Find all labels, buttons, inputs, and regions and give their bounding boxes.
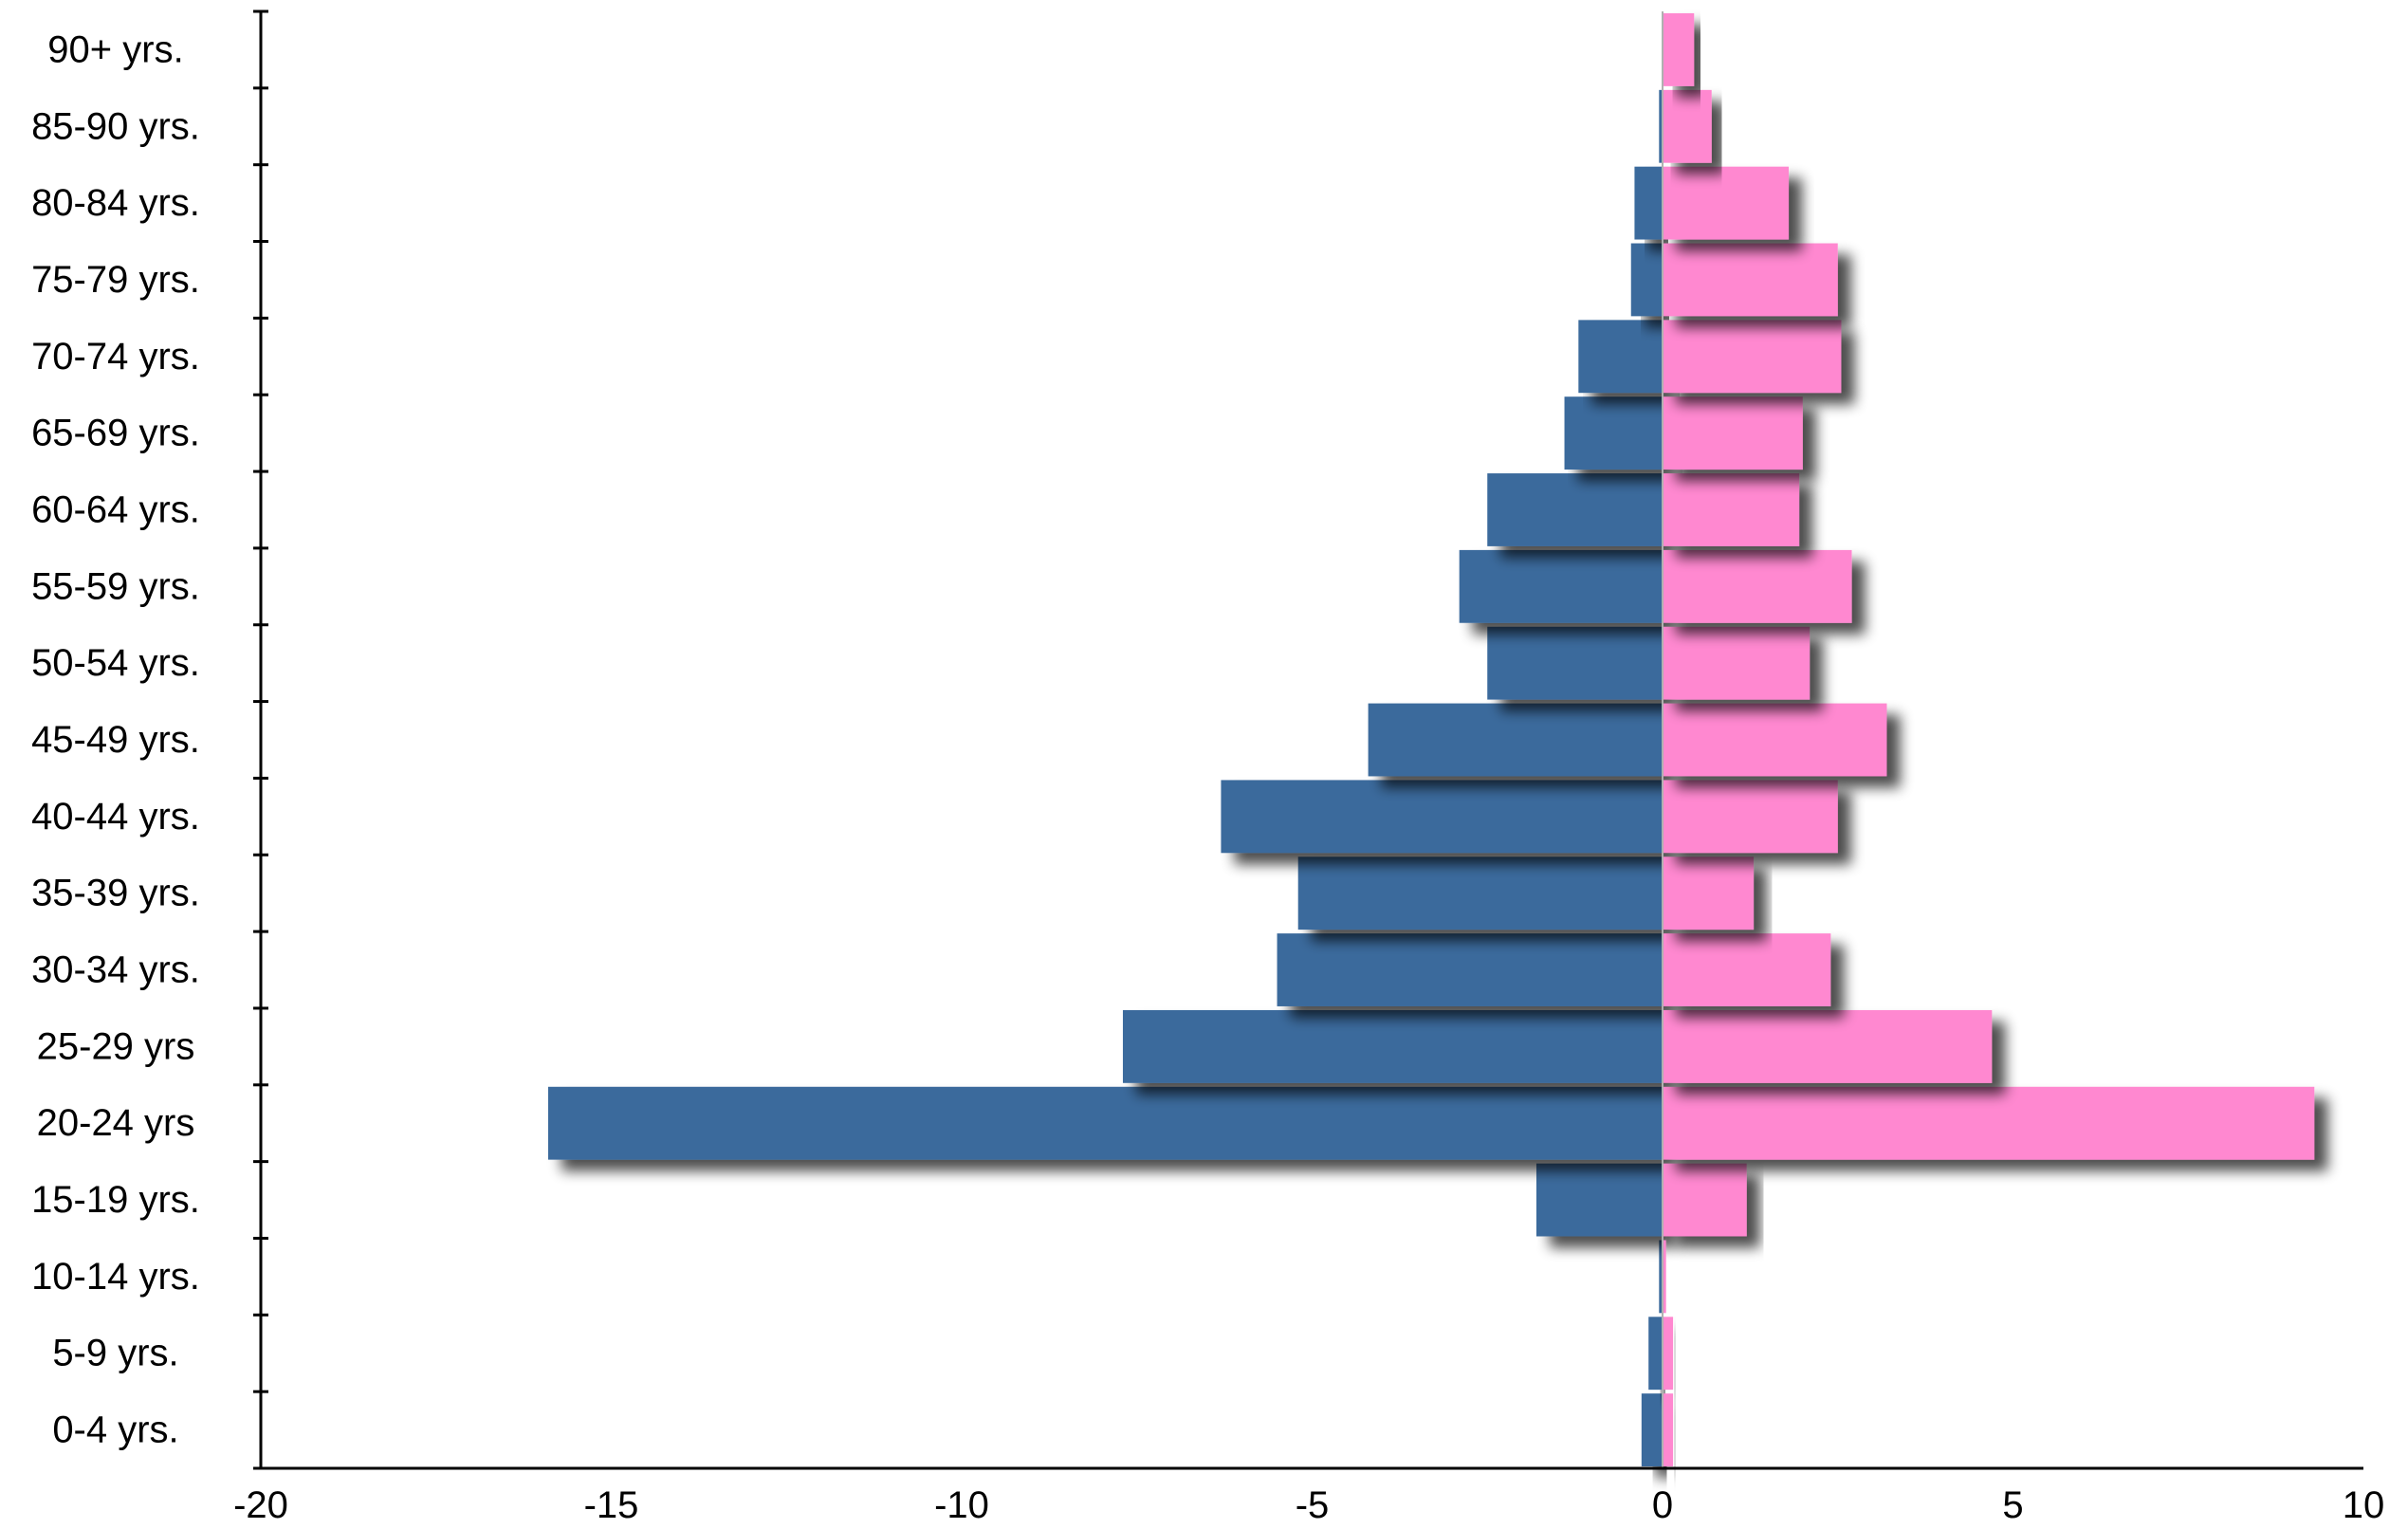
bar-series2-3 xyxy=(1663,1163,1747,1237)
bar-series2-6 xyxy=(1663,933,1831,1006)
y-tick-label: 65-69 yrs. xyxy=(31,413,200,454)
bar-series1-8 xyxy=(1221,780,1663,854)
y-tick-label: 35-39 yrs. xyxy=(31,873,200,914)
bar-series2-16 xyxy=(1663,166,1790,240)
y-tick-label: 85-90 yrs. xyxy=(31,105,200,147)
bar-series2-2 xyxy=(1663,1240,1666,1314)
y-tick-label: 45-49 yrs. xyxy=(31,719,200,761)
bar-series2-13 xyxy=(1663,396,1803,470)
axes-layer xyxy=(253,9,2363,1470)
x-tick-label: 0 xyxy=(1652,1484,1673,1526)
bar-series2-17 xyxy=(1663,89,1712,163)
y-tick-label: 0-4 yrs. xyxy=(52,1409,178,1451)
bar-series2-4 xyxy=(1663,1086,2315,1160)
y-tick-label: 25-29 yrs xyxy=(37,1025,195,1067)
bar-series2-0 xyxy=(1663,1393,1674,1466)
bar-series2-9 xyxy=(1663,703,1887,777)
bar-series1-2 xyxy=(1659,1240,1663,1314)
bar-series1-0 xyxy=(1641,1393,1663,1466)
y-tick-label: 50-54 yrs. xyxy=(31,642,200,684)
y-tick-label: 90+ yrs. xyxy=(47,28,183,70)
bar-series2-8 xyxy=(1663,780,1838,854)
y-tick-label: 40-44 yrs. xyxy=(31,796,200,838)
y-tick-label: 70-74 yrs. xyxy=(31,336,200,378)
bar-series1-10 xyxy=(1487,626,1663,700)
bar-series1-9 xyxy=(1368,703,1663,777)
bar-series1-15 xyxy=(1630,243,1663,317)
y-tick-label: 15-19 yrs. xyxy=(31,1179,200,1221)
bar-series1-13 xyxy=(1564,396,1663,470)
bar-series1-11 xyxy=(1459,549,1663,623)
bar-series1-12 xyxy=(1487,473,1663,546)
bar-series1-1 xyxy=(1648,1317,1663,1391)
y-tick-label: 60-64 yrs. xyxy=(31,488,200,530)
x-tick-label: 5 xyxy=(2002,1484,2023,1526)
bar-series1-7 xyxy=(1297,857,1663,930)
bar-series2-18 xyxy=(1663,13,1695,86)
bar-series2-1 xyxy=(1663,1317,1674,1391)
bar-series2-7 xyxy=(1663,857,1755,930)
bar-series1-5 xyxy=(1122,1009,1663,1083)
x-tick-label: -10 xyxy=(934,1484,989,1526)
bar-series1-4 xyxy=(547,1086,1663,1160)
bar-series2-11 xyxy=(1663,549,1852,623)
bar-series2-14 xyxy=(1663,320,1842,394)
bars-layer xyxy=(547,11,2315,1468)
y-tick-label: 80-84 yrs. xyxy=(31,182,200,224)
bar-series1-14 xyxy=(1578,320,1663,394)
bar-series2-5 xyxy=(1663,1009,1993,1083)
x-tick-label: -5 xyxy=(1296,1484,1330,1526)
bar-series1-3 xyxy=(1535,1163,1663,1237)
bar-series1-16 xyxy=(1634,166,1663,240)
bar-series2-10 xyxy=(1663,626,1811,700)
bar-series1-6 xyxy=(1277,933,1663,1006)
bar-series2-12 xyxy=(1663,473,1800,546)
y-tick-label: 75-79 yrs. xyxy=(31,259,200,301)
bar-series2-15 xyxy=(1663,243,1838,317)
x-tick-label: 10 xyxy=(2343,1484,2385,1526)
x-tick-label: -15 xyxy=(584,1484,639,1526)
labels-layer: 0-4 yrs. 5-9 yrs. 10-14 yrs. 15-19 yrs. 20-2… xyxy=(31,28,2384,1526)
x-tick-label: -20 xyxy=(233,1484,288,1526)
y-tick-label: 30-34 yrs. xyxy=(31,949,200,991)
y-tick-label: 55-59 yrs. xyxy=(31,565,200,607)
bar-series1-17 xyxy=(1659,89,1663,163)
y-tick-label: 5-9 yrs. xyxy=(52,1333,178,1374)
y-tick-label: 10-14 yrs. xyxy=(31,1256,200,1298)
y-tick-label: 20-24 yrs xyxy=(37,1102,195,1144)
